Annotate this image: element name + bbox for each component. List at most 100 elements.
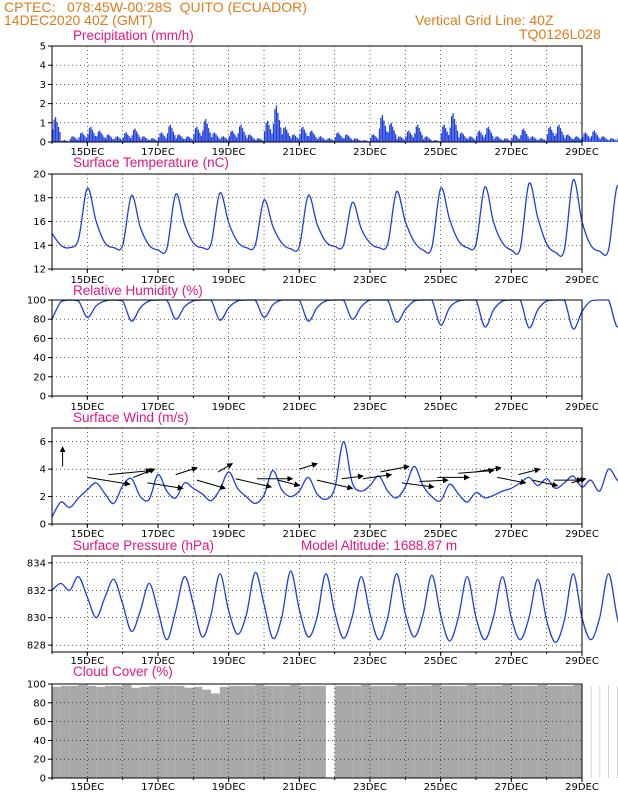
precip-bar <box>593 130 596 142</box>
precip-bar <box>172 131 174 142</box>
wind-vector <box>87 476 131 487</box>
precip-bar <box>193 134 195 142</box>
precip-bar <box>565 135 568 142</box>
precip-bar <box>91 129 94 142</box>
x-tick-label: 25DEC <box>424 656 458 667</box>
precip-bar <box>333 140 335 142</box>
x-tick-label: 29DEC <box>565 147 599 158</box>
precip-bar <box>255 140 257 142</box>
y-tick-label: 0 <box>40 392 46 403</box>
cloud-bar <box>502 684 512 778</box>
cloud-bar <box>175 685 185 778</box>
precip-bar <box>509 140 512 142</box>
cloud-bar <box>573 684 582 778</box>
precip-bar <box>283 128 285 142</box>
precip-bar <box>211 137 213 142</box>
precip-bar <box>77 139 79 142</box>
x-tick-label: 19DEC <box>212 782 246 793</box>
precip-bar <box>300 128 303 142</box>
x-tick-label: 27DEC <box>494 529 528 540</box>
precip-bar <box>268 125 270 142</box>
precip-bar <box>230 131 232 142</box>
y-tick-label: 16 <box>33 217 46 228</box>
precip-bar <box>559 128 562 142</box>
precip-bar <box>484 134 487 142</box>
precip-bar <box>280 127 282 142</box>
precip-bar <box>614 139 616 142</box>
y-tick-label: 832 <box>27 586 46 597</box>
precip-bar <box>592 131 594 142</box>
header-code: TQ0126L028 <box>519 26 601 42</box>
precip-bar <box>465 138 467 142</box>
y-tick-label: 830 <box>27 613 46 624</box>
precip-bar <box>425 136 428 142</box>
precip-bar <box>437 140 439 142</box>
precip-bar <box>115 136 117 142</box>
cloud-bar <box>264 685 273 778</box>
precip-bar <box>492 135 494 142</box>
precip-bar <box>105 138 107 142</box>
cloud-bar <box>484 685 494 778</box>
cloud-bar <box>60 685 70 778</box>
precip-bar <box>293 134 295 142</box>
precip-bar <box>436 140 438 142</box>
wind-vector <box>147 482 184 491</box>
y-tick-label: 20 <box>33 755 46 766</box>
wind-vector <box>299 462 318 470</box>
precip-bar <box>375 137 378 142</box>
panel-title: Surface Pressure (hPa) <box>73 538 214 553</box>
precip-bar <box>453 118 456 142</box>
cloud-bar <box>449 685 459 778</box>
precip-bar <box>252 137 254 142</box>
precip-bar <box>411 135 413 142</box>
precip-bar <box>237 133 239 142</box>
precip-bar <box>110 137 113 142</box>
precip-bar <box>215 134 217 142</box>
y-tick-label: 2 <box>40 492 46 503</box>
precip-bar <box>153 138 155 142</box>
cloud-bar <box>361 684 370 778</box>
precip-bar <box>187 136 189 142</box>
precip-bar <box>308 136 310 142</box>
precip-bar <box>281 134 283 142</box>
precip-bar <box>318 136 320 142</box>
wind-vector <box>401 482 435 490</box>
precip-bar <box>57 127 60 142</box>
precip-bar <box>355 138 357 142</box>
precip-bar <box>174 135 176 142</box>
precip-bar <box>562 135 565 142</box>
precip-bar <box>501 139 503 142</box>
panel-5: 0 20 40 60 80 100 15DEC 17DEC 19DEC 21DEC 23DEC 25D… <box>27 664 618 793</box>
precip-bar <box>530 136 532 142</box>
precip-bar <box>604 137 606 142</box>
precip-bar <box>448 135 450 142</box>
precip-bar <box>107 134 110 142</box>
x-tick-label: 23DEC <box>353 402 387 413</box>
precip-bar <box>196 126 198 142</box>
precip-bar <box>520 135 522 142</box>
y-tick-label: 100 <box>27 296 46 307</box>
x-tick-label: 17DEC <box>141 656 175 667</box>
x-tick-label: 15DEC <box>70 529 104 540</box>
precip-bar <box>180 135 182 142</box>
plot-frame <box>51 683 583 779</box>
wind-vector <box>532 479 559 488</box>
y-tick-label: 4 <box>40 61 46 72</box>
precip-bar <box>576 136 578 142</box>
precip-bar <box>546 134 548 142</box>
cloud-bar <box>546 685 556 778</box>
cloud-bar <box>396 684 406 778</box>
precip-bar <box>312 132 314 142</box>
precip-bar <box>445 128 447 142</box>
cloud-bar <box>370 685 379 778</box>
y-tick-label: 12 <box>33 265 46 276</box>
precip-bar <box>537 140 540 142</box>
x-tick-label: 29DEC <box>565 402 599 413</box>
precip-bar <box>579 138 581 142</box>
precip-bar <box>253 138 255 142</box>
precip-bar <box>464 136 466 142</box>
cloud-bar <box>69 685 79 778</box>
precip-bar <box>290 138 292 142</box>
precip-bar <box>78 137 80 142</box>
precip-bar <box>274 109 276 142</box>
